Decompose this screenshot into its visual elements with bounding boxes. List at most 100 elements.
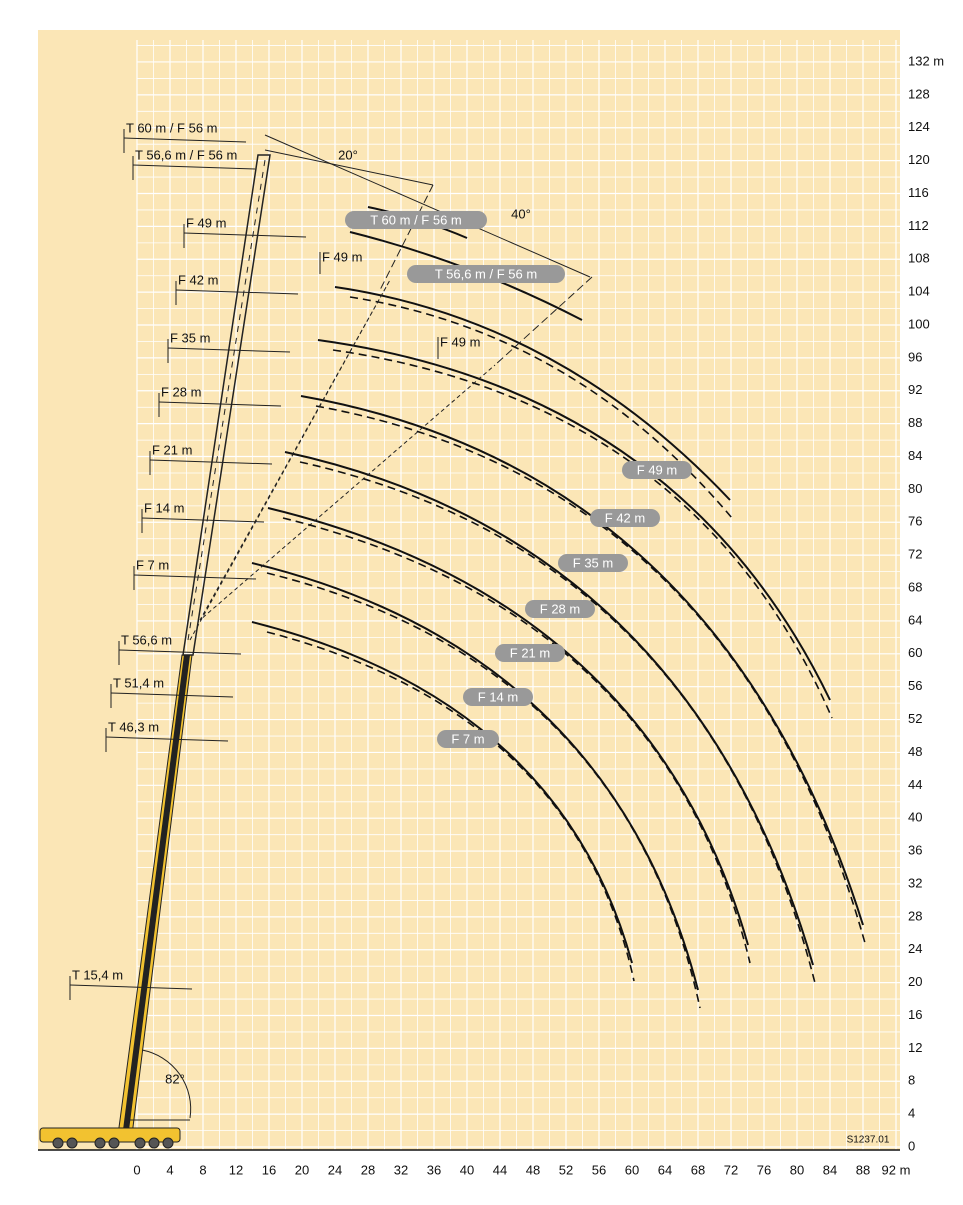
pill-text: F 35 m	[573, 555, 613, 570]
x-tick-label: 36	[427, 1162, 441, 1177]
pill-text: F 42 m	[605, 510, 645, 525]
boom-label: T 56,6 m	[121, 632, 172, 647]
y-tick-label: 44	[908, 777, 922, 792]
pill-text: F 7 m	[451, 731, 484, 746]
pill-bg	[437, 730, 499, 748]
y-tick-label: 0	[908, 1138, 915, 1153]
pill-bg	[495, 644, 565, 662]
y-tick-label: 108	[908, 251, 930, 266]
boom-label: T 15,4 m	[72, 967, 123, 982]
y-tick-label: 96	[908, 349, 922, 364]
range-curve	[284, 451, 814, 966]
pill-text: F 21 m	[510, 645, 550, 660]
pill-bg	[590, 509, 660, 527]
curve-label: T 56,6 m / F 56 m	[407, 265, 565, 283]
range-curve-dashed	[266, 572, 701, 1009]
x-tick-label: 20	[295, 1162, 309, 1177]
pill-text: T 60 m / F 56 m	[370, 212, 462, 227]
x-tick-label: 12	[229, 1162, 243, 1177]
y-tick-label: 116	[908, 185, 929, 200]
pill-bg	[345, 211, 487, 229]
y-tick-label: 100	[908, 316, 930, 331]
y-tick-label: 4	[908, 1106, 915, 1121]
y-tick-label: 24	[908, 941, 922, 956]
x-tick-label: 72	[724, 1162, 738, 1177]
x-tick-label: 80	[790, 1162, 804, 1177]
pill-bg	[463, 688, 533, 706]
x-tick-label: 16	[262, 1162, 276, 1177]
label-leader	[69, 984, 193, 990]
pill-bg	[525, 600, 595, 618]
curve-label: F 7 m	[437, 730, 499, 748]
y-tick-label: 28	[908, 908, 922, 923]
x-tick-label: 32	[394, 1162, 408, 1177]
range-curve-dashed	[299, 461, 816, 984]
x-tick-label: 48	[526, 1162, 540, 1177]
pill-bg	[558, 554, 628, 572]
range-curve	[251, 562, 699, 991]
x-tick-label: 8	[199, 1162, 206, 1177]
x-tick-label: 92 m	[882, 1162, 911, 1177]
range-curve-dashed	[349, 296, 733, 519]
y-tick-label: 88	[908, 415, 922, 430]
range-curve	[251, 621, 633, 964]
y-tick-label: 104	[908, 284, 930, 299]
x-tick-label: 76	[757, 1162, 771, 1177]
range-curve	[300, 395, 864, 926]
y-tick-label: 132 m	[908, 53, 944, 68]
angle-label: 40°	[511, 206, 531, 221]
range-curve-dashed	[282, 517, 751, 964]
boom-label: F 28 m	[161, 384, 201, 399]
x-tick-label: 60	[625, 1162, 639, 1177]
drawing-code: S1237.01	[847, 1135, 890, 1146]
y-tick-label: 16	[908, 1007, 922, 1022]
labels: 0 4 8 12 16 20 24 28 32 36 40 44 48 52 56 60 64 68 72 76 80 8…	[69, 53, 944, 1177]
y-tick-label: 120	[908, 152, 930, 167]
label-leader	[175, 289, 299, 295]
curve-label: F 35 m	[558, 554, 628, 572]
jib-label: F 49 m	[440, 334, 480, 349]
curve-label: F 49 m	[622, 461, 692, 479]
boom-label: F 35 m	[170, 330, 210, 345]
y-tick-label: 68	[908, 579, 922, 594]
label-leader	[105, 736, 229, 742]
pill-text: F 14 m	[478, 689, 518, 704]
x-tick-label: 64	[658, 1162, 672, 1177]
curve-label: F 21 m	[495, 644, 565, 662]
x-tick-label: 84	[823, 1162, 837, 1177]
y-tick-label: 36	[908, 843, 922, 858]
angle-label: 20°	[338, 147, 358, 162]
y-tick-label: 48	[908, 744, 922, 759]
pill-bg	[622, 461, 692, 479]
label-leader	[183, 232, 307, 238]
boom-label: F 7 m	[136, 557, 169, 572]
y-tick-label: 112	[908, 218, 929, 233]
boom-label: T 60 m / F 56 m	[126, 120, 218, 135]
label-leader	[141, 517, 265, 523]
y-tick-label: 92	[908, 382, 922, 397]
pill-bg	[407, 265, 565, 283]
range-curve	[317, 339, 831, 701]
x-tick-label: 56	[592, 1162, 606, 1177]
y-tick-label: 80	[908, 481, 922, 496]
y-tick-label: 32	[908, 875, 922, 890]
pill-text: F 28 m	[540, 601, 580, 616]
boom-label: T 56,6 m / F 56 m	[135, 147, 237, 162]
x-tick-label: 68	[691, 1162, 705, 1177]
jib-label: F 49 m	[322, 249, 362, 264]
curve-label: F 42 m	[590, 509, 660, 527]
boom-label: F 42 m	[178, 272, 218, 287]
label-leader	[132, 164, 256, 170]
x-tick-label: 40	[460, 1162, 474, 1177]
y-tick-label: 84	[908, 448, 922, 463]
boom	[38, 134, 900, 1151]
boom-label: T 46,3 m	[108, 719, 159, 734]
y-tick-label: 64	[908, 612, 922, 627]
label-leader	[149, 459, 273, 465]
pill-text: T 56,6 m / F 56 m	[435, 266, 537, 281]
y-tick-label: 128	[908, 86, 930, 101]
boom-label: T 51,4 m	[113, 675, 164, 690]
curve-label: F 14 m	[463, 688, 533, 706]
x-tick-label: 88	[856, 1162, 870, 1177]
